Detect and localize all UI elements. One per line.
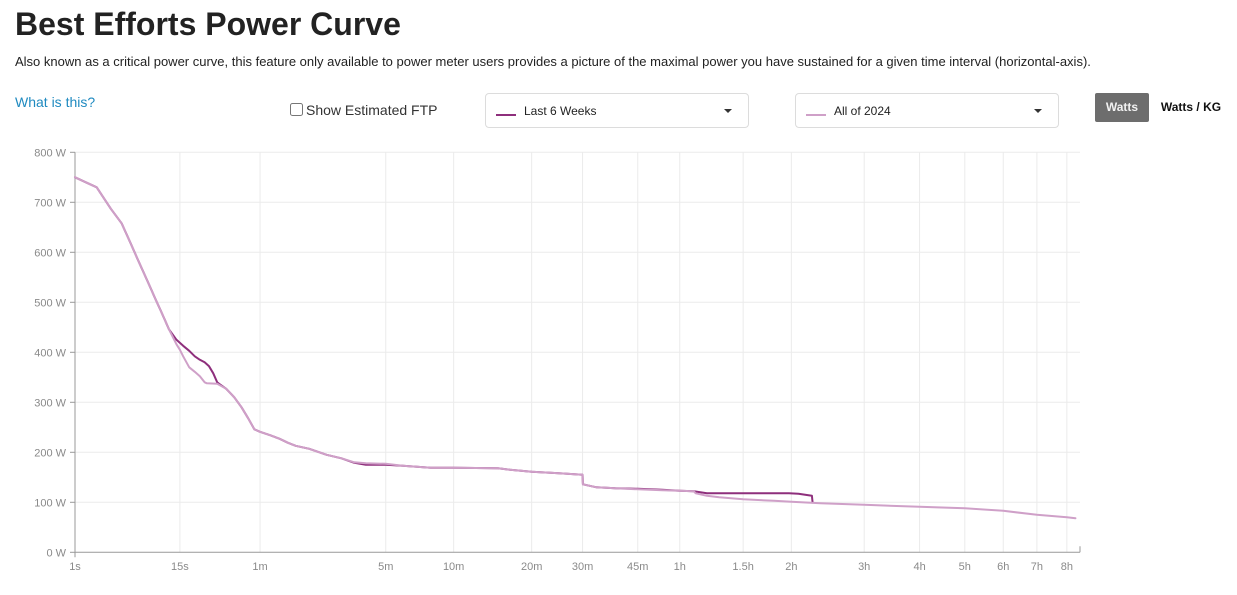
series-line-all-of-2024 [74, 176, 1077, 520]
x-tick-label: 3h [858, 561, 870, 573]
legend-swatch-last-6-weeks [496, 113, 516, 116]
x-tick-label: 1s [69, 561, 81, 573]
x-tick-label: 1h [674, 561, 686, 573]
y-tick-label: 800 W [34, 147, 66, 159]
series-line-last-6-weeks [74, 176, 814, 504]
what-is-this-link[interactable]: What is this? [15, 94, 96, 110]
x-tick-label: 8h [1061, 561, 1073, 573]
x-tick-label: 6h [997, 561, 1009, 573]
y-tick-label: 300 W [34, 397, 66, 409]
units-watts-button[interactable]: Watts [1095, 93, 1149, 122]
y-tick-label: 100 W [34, 497, 66, 509]
y-tick-label: 0 W [46, 547, 66, 559]
x-tick-label: 5h [959, 561, 971, 573]
axes [70, 151, 1081, 558]
y-tick-label: 600 W [34, 247, 66, 259]
range-select-primary[interactable]: Last 6 Weeks [485, 93, 749, 128]
x-tick-label: 30m [572, 561, 593, 573]
x-tick-label: 1.5h [732, 561, 753, 573]
page-title: Best Efforts Power Curve [15, 6, 401, 42]
x-tick-label: 45m [627, 561, 648, 573]
x-tick-label: 15s [171, 561, 189, 573]
caret-down-icon [724, 109, 732, 113]
legend-swatch-all-of-2024 [806, 113, 826, 116]
x-tick-label: 7h [1031, 561, 1043, 573]
range-select-secondary-value: All of 2024 [834, 103, 891, 118]
series-lines [74, 176, 1077, 520]
y-tick-label: 200 W [34, 447, 66, 459]
gridlines [75, 151, 1080, 553]
x-tick-label: 1m [252, 561, 267, 573]
show-estimated-ftp-checkbox[interactable] [290, 103, 303, 116]
tick-labels: 0 W 100 W 200 W 300 W 400 W 500 W 600 W 700 W 80… [34, 147, 1073, 573]
range-select-secondary[interactable]: All of 2024 [795, 93, 1059, 128]
show-estimated-ftp-toggle[interactable]: Show Estimated FTP [288, 100, 438, 119]
y-tick-label: 700 W [34, 197, 66, 209]
caret-down-icon [1034, 109, 1042, 113]
y-tick-label: 500 W [34, 297, 66, 309]
y-tick-label: 400 W [34, 347, 66, 359]
x-tick-label: 5m [378, 561, 393, 573]
range-select-primary-value: Last 6 Weeks [524, 103, 597, 118]
show-estimated-ftp-label: Show Estimated FTP [306, 101, 438, 118]
x-tick-label: 2h [785, 561, 797, 573]
units-watts-per-kg-button[interactable]: Watts / KG [1160, 100, 1222, 114]
x-tick-label: 20m [521, 561, 542, 573]
page-description: Also known as a critical power curve, th… [15, 54, 1091, 69]
x-tick-label: 10m [443, 561, 464, 573]
x-tick-label: 4h [913, 561, 925, 573]
